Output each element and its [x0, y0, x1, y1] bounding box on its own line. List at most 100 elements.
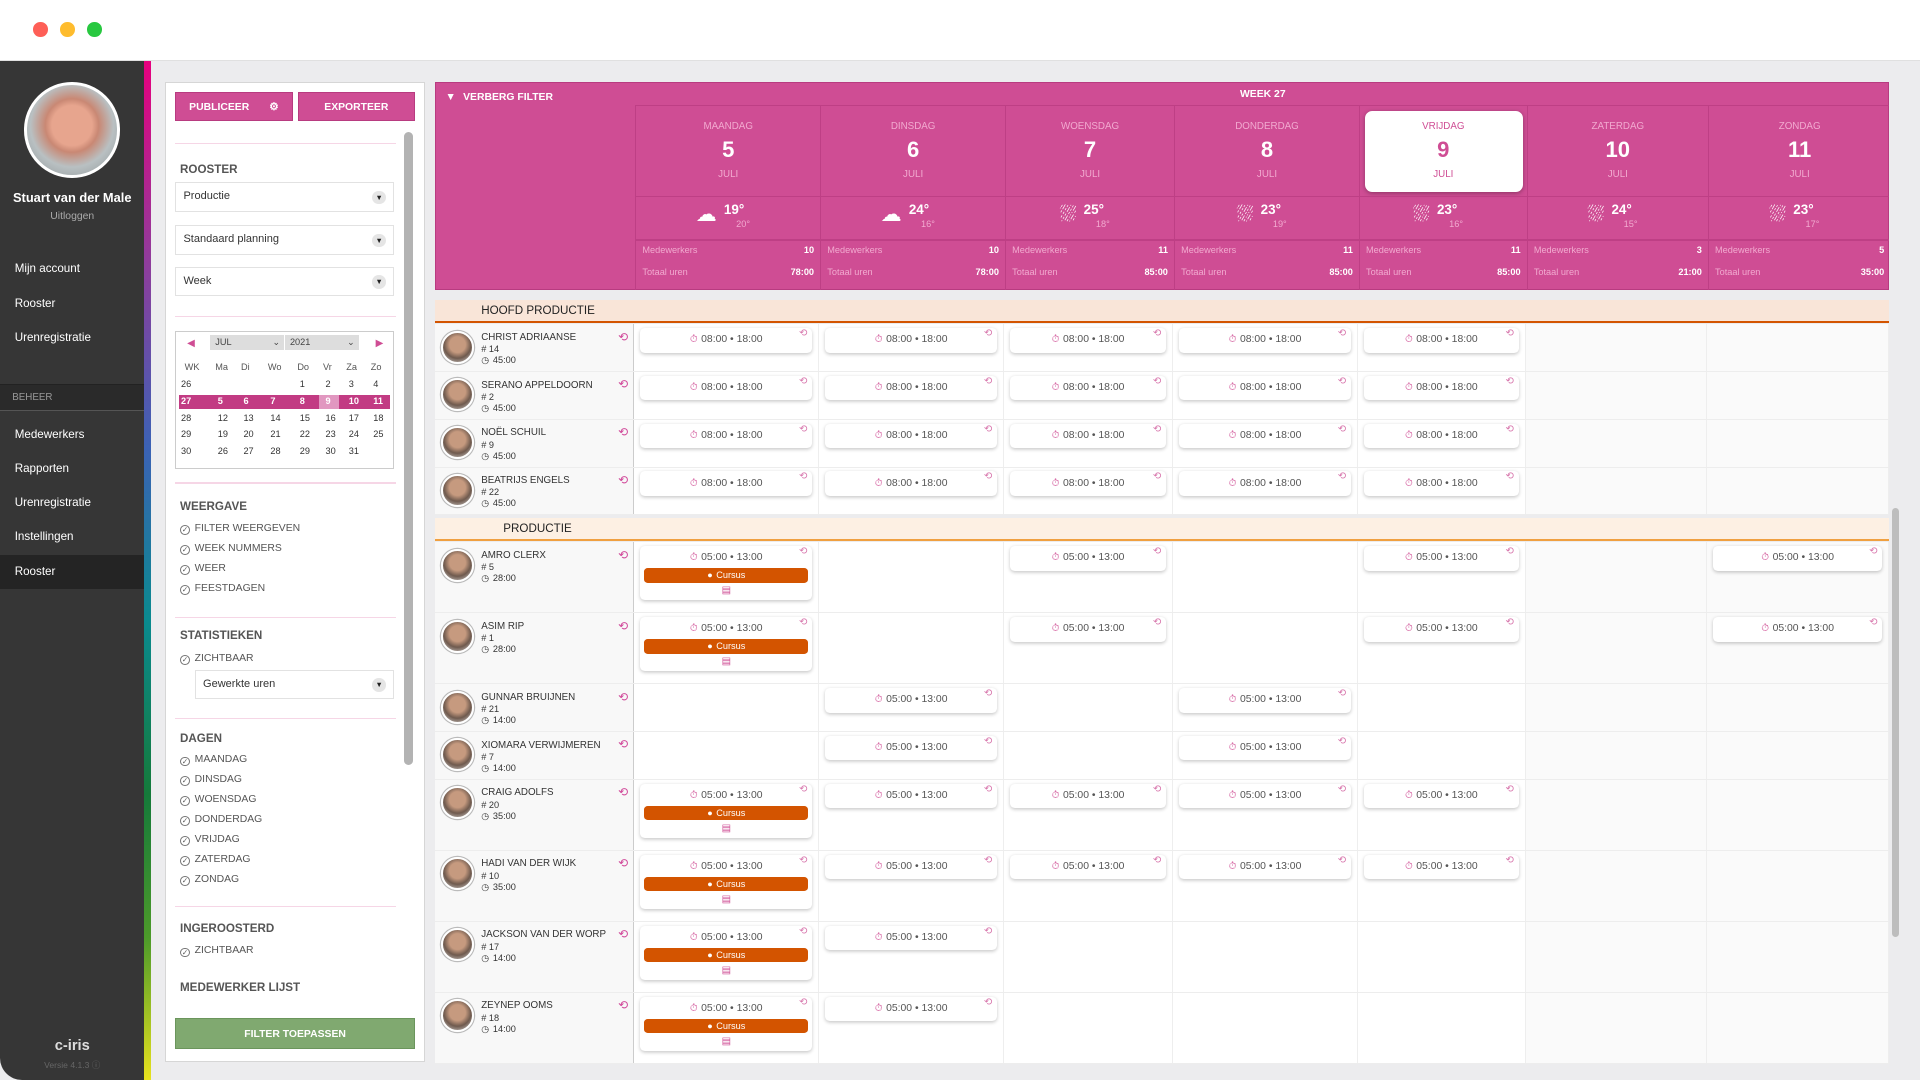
calendar-day[interactable]: 2: [325, 379, 331, 390]
day-cell[interactable]: ⏱ 08:00 • 18:00 ⟲: [819, 467, 1005, 515]
day-cell[interactable]: [1358, 993, 1526, 1064]
calendar-day[interactable]: 28: [270, 445, 281, 456]
employee-info[interactable]: SERANO APPELDOORN # 2 ◷ 45:00 ⟲: [434, 372, 635, 419]
nav-admin-rooster[interactable]: Rooster: [0, 554, 145, 589]
repeat-icon[interactable]: ⟲: [1152, 854, 1162, 866]
shift-card[interactable]: ⏱ 05:00 • 13:00 ⟲: [825, 996, 997, 1022]
publish-button[interactable]: PUBLICEER ⚙: [175, 91, 293, 122]
repeat-icon[interactable]: ⟲: [1152, 375, 1162, 387]
day-cell[interactable]: ⏱ 05:00 • 13:00 ⟲ ● Cursus ▤: [634, 993, 820, 1064]
employee-name[interactable]: JACKSON VAN DER WORP: [481, 929, 607, 941]
repeat-icon[interactable]: ⟲: [1337, 328, 1346, 340]
day-cell[interactable]: [819, 613, 1005, 684]
repeat-icon[interactable]: ⟲: [1869, 617, 1878, 629]
repeat-icon[interactable]: ⟲: [618, 998, 629, 1013]
shift-card[interactable]: ⏱ 05:00 • 13:00 ⟲ ● Cursus ▤: [640, 854, 813, 909]
repeat-icon[interactable]: ⟲: [798, 471, 808, 483]
day-cell[interactable]: [1525, 684, 1707, 732]
shift-card[interactable]: ⏱ 08:00 • 18:00 ⟲: [640, 375, 813, 401]
toggle-filter-button[interactable]: ▼ VERBERG FILTER: [445, 92, 553, 104]
repeat-icon[interactable]: ⟲: [618, 689, 629, 704]
repeat-icon[interactable]: ⟲: [618, 927, 629, 942]
nav-instellingen[interactable]: Instellingen: [14, 530, 74, 544]
day-cell[interactable]: ⏱ 08:00 • 18:00 ⟲: [1358, 467, 1526, 515]
day-cell[interactable]: ⏱ 05:00 • 13:00 ⟲: [1004, 851, 1174, 922]
day-cell[interactable]: ⏱ 08:00 • 18:00 ⟲: [1358, 372, 1526, 419]
book-icon[interactable]: ▤: [721, 964, 731, 976]
grid-scrollbar[interactable]: [1891, 508, 1900, 937]
shift-card[interactable]: ⏱ 05:00 • 13:00 ⟲: [1364, 617, 1519, 642]
repeat-icon[interactable]: ⟲: [798, 375, 808, 387]
calendar-day[interactable]: 17: [348, 412, 359, 423]
checkbox-feestdagen[interactable]: ✓ FEESTDAGEN: [180, 583, 265, 595]
calendar-day[interactable]: 7: [270, 396, 276, 407]
nav-medewerkers[interactable]: Medewerkers: [14, 427, 85, 441]
repeat-icon[interactable]: ⟲: [1337, 471, 1346, 483]
day-cell[interactable]: [1358, 684, 1526, 732]
day-cell[interactable]: [1706, 467, 1890, 515]
checkbox-zondag[interactable]: ✓ ZONDAG: [180, 874, 239, 887]
period-select[interactable]: Week ▼: [175, 266, 395, 297]
employee-name[interactable]: NOËL SCHUIL: [481, 427, 547, 439]
day-cell[interactable]: [1525, 324, 1707, 372]
day-cell[interactable]: ⏱ 05:00 • 13:00 ⟲: [1173, 732, 1358, 779]
repeat-icon[interactable]: ⟲: [983, 375, 993, 387]
shift-card[interactable]: ⏱ 05:00 • 13:00 ⟲ ● Cursus ▤: [640, 546, 813, 600]
day-cell[interactable]: [1525, 613, 1707, 684]
calendar-day[interactable]: 30: [325, 445, 336, 456]
repeat-icon[interactable]: ⟲: [798, 783, 808, 795]
calendar-day[interactable]: 15: [299, 412, 310, 423]
day-cell[interactable]: ⏱ 05:00 • 13:00 ⟲: [1358, 779, 1526, 850]
day-cell[interactable]: [1525, 922, 1707, 993]
day-cell[interactable]: [1525, 542, 1707, 613]
repeat-icon[interactable]: ⟲: [1152, 783, 1162, 795]
calendar-day[interactable]: 11: [373, 396, 383, 407]
shift-card[interactable]: ⏱ 05:00 • 13:00 ⟲ ● Cursus ▤: [640, 783, 813, 838]
day-cell[interactable]: [1525, 467, 1707, 515]
gear-icon[interactable]: ⚙: [269, 101, 279, 113]
shift-card[interactable]: ⏱ 05:00 • 13:00 ⟲: [825, 783, 997, 809]
day-cell[interactable]: [1706, 779, 1890, 850]
day-cell[interactable]: ⏱ 08:00 • 18:00 ⟲: [819, 372, 1005, 419]
day-cell[interactable]: [1004, 922, 1174, 993]
shift-card[interactable]: ⏱ 08:00 • 18:00 ⟲: [825, 471, 997, 496]
calendar-day[interactable]: 29: [299, 445, 310, 456]
shift-card[interactable]: ⏱ 05:00 • 13:00 ⟲: [1713, 617, 1883, 642]
employee-info[interactable]: CRAIG ADOLFS # 20 ◷ 35:00 ⟲: [434, 779, 635, 850]
day-cell[interactable]: [1004, 993, 1174, 1064]
repeat-icon[interactable]: ⟲: [618, 785, 629, 800]
day-cell[interactable]: [1004, 684, 1174, 732]
repeat-icon[interactable]: ⟲: [798, 925, 808, 937]
employee-info[interactable]: ASIM RIP # 1 ◷ 28:00 ⟲: [434, 613, 635, 684]
day-cell[interactable]: ⏱ 05:00 • 13:00 ⟲: [819, 779, 1005, 850]
day-cell[interactable]: [1525, 419, 1707, 467]
day-cell[interactable]: [1525, 372, 1707, 419]
repeat-icon[interactable]: ⟲: [618, 856, 629, 871]
calendar-day[interactable]: 18: [373, 412, 384, 423]
day-cell[interactable]: ⏱ 05:00 • 13:00 ⟲: [1173, 779, 1358, 850]
calendar-day[interactable]: 6: [243, 396, 249, 407]
day-cell[interactable]: ⏱ 05:00 • 13:00 ⟲ ● Cursus ▤: [634, 613, 820, 684]
course-tag[interactable]: ● Cursus: [644, 947, 809, 963]
shift-card[interactable]: ⏱ 08:00 • 18:00 ⟲: [825, 375, 997, 401]
day-cell[interactable]: ⏱ 05:00 • 13:00 ⟲: [819, 684, 1005, 732]
day-cell[interactable]: [1525, 732, 1707, 779]
repeat-icon[interactable]: ⟲: [618, 547, 629, 562]
shift-card[interactable]: ⏱ 08:00 • 18:00 ⟲: [1179, 471, 1351, 496]
calendar-day[interactable]: 4: [373, 379, 379, 390]
day-cell[interactable]: ⏱ 08:00 • 18:00 ⟲: [1004, 467, 1174, 515]
day-cell[interactable]: [1706, 419, 1890, 467]
calendar-day[interactable]: 5: [217, 396, 223, 407]
export-button[interactable]: EXPORTEER: [297, 91, 416, 122]
day-cell[interactable]: ⏱ 05:00 • 13:00 ⟲: [1358, 542, 1526, 613]
day-cell[interactable]: ⏱ 08:00 • 18:00 ⟲: [1358, 419, 1526, 467]
user-avatar[interactable]: [24, 82, 120, 178]
repeat-icon[interactable]: ⟲: [1152, 471, 1162, 483]
shift-card[interactable]: ⏱ 05:00 • 13:00 ⟲: [825, 925, 997, 951]
employee-name[interactable]: CRAIG ADOLFS: [481, 787, 554, 799]
repeat-icon[interactable]: ⟲: [1869, 546, 1878, 558]
day-cell[interactable]: [1004, 732, 1174, 779]
day-cell[interactable]: ⏱ 08:00 • 18:00 ⟲: [1173, 467, 1358, 515]
repeat-icon[interactable]: ⟲: [1337, 735, 1346, 747]
shift-card[interactable]: ⏱ 05:00 • 13:00 ⟲: [1010, 783, 1166, 809]
